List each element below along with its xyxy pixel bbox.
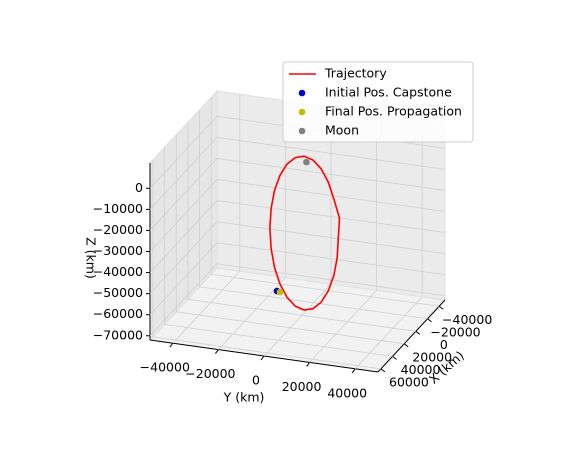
grid-line — [149, 179, 218, 252]
legend-label: Moon — [325, 123, 359, 138]
y-tick — [169, 342, 174, 348]
z-tick-label: −20000 — [93, 222, 143, 237]
point — [303, 158, 310, 166]
x-tick — [392, 355, 397, 360]
grid-line — [216, 200, 446, 233]
y-tick-label: −20000 — [185, 366, 235, 381]
y-tick — [260, 355, 265, 361]
x-tick — [380, 368, 386, 373]
legend-label: Trajectory — [324, 66, 387, 81]
y-tick-label: −40000 — [140, 360, 190, 375]
x-tick — [415, 330, 421, 335]
legend-label: Final Pos. Propagation — [325, 104, 462, 119]
grid-line — [216, 242, 446, 276]
y-tick-label: 20000 — [282, 379, 322, 394]
x-tick — [438, 305, 444, 310]
x-tick-label: 60000 — [389, 374, 429, 389]
grid-line — [149, 263, 218, 337]
legend-swatch — [298, 108, 306, 116]
grid-line — [172, 270, 241, 344]
x-tick — [403, 343, 409, 348]
x-tick-label: −20000 — [430, 324, 480, 339]
z-tick-label: −10000 — [93, 201, 143, 216]
z-tick-label: −70000 — [93, 327, 143, 342]
z-tick-label: 0 — [135, 180, 143, 195]
y-tick — [351, 368, 356, 374]
x-axis-line — [377, 299, 446, 373]
x-tick-label: −40000 — [442, 312, 492, 327]
z-tick-label: −30000 — [93, 243, 143, 258]
grid-line — [216, 158, 446, 191]
z-axis-title: Z (km) — [84, 237, 99, 279]
x-tick-label: 20000 — [412, 349, 452, 364]
grid-line — [149, 116, 218, 189]
grid-line — [216, 221, 446, 255]
x-tick — [427, 318, 432, 323]
grid-line — [149, 221, 218, 294]
z-tick-label: −40000 — [93, 264, 143, 279]
x-tick-label: 0 — [440, 337, 448, 352]
legend-swatch — [298, 127, 306, 135]
grid-line — [309, 290, 377, 363]
grid-line — [149, 137, 218, 210]
legend-swatch — [298, 89, 306, 97]
marks — [269, 155, 341, 311]
grid-line — [216, 179, 446, 212]
legend: Trajectory Initial Pos. Capstone Final Pos… — [282, 61, 474, 143]
y-tick — [214, 349, 219, 354]
z-tick-label: −50000 — [93, 285, 143, 300]
grid-line — [216, 136, 446, 170]
y-tick-label: 0 — [252, 373, 260, 388]
legend-box — [282, 61, 474, 143]
z-tick-label: −60000 — [93, 306, 143, 321]
point — [276, 288, 284, 296]
grid-line — [149, 242, 218, 315]
grid-line — [263, 283, 332, 357]
panes — [146, 89, 447, 374]
grid-line — [149, 158, 218, 231]
grid-line — [149, 200, 218, 273]
trajectory-line — [269, 155, 341, 311]
grid-line — [216, 263, 446, 297]
y-tick-label: 40000 — [327, 385, 367, 400]
y-tick — [306, 362, 311, 367]
grid-line — [354, 296, 423, 370]
y-axis-title: Y (km) — [223, 390, 265, 405]
legend-label: Initial Pos. Capstone — [325, 85, 452, 100]
x-tick-label: 40000 — [401, 362, 441, 377]
